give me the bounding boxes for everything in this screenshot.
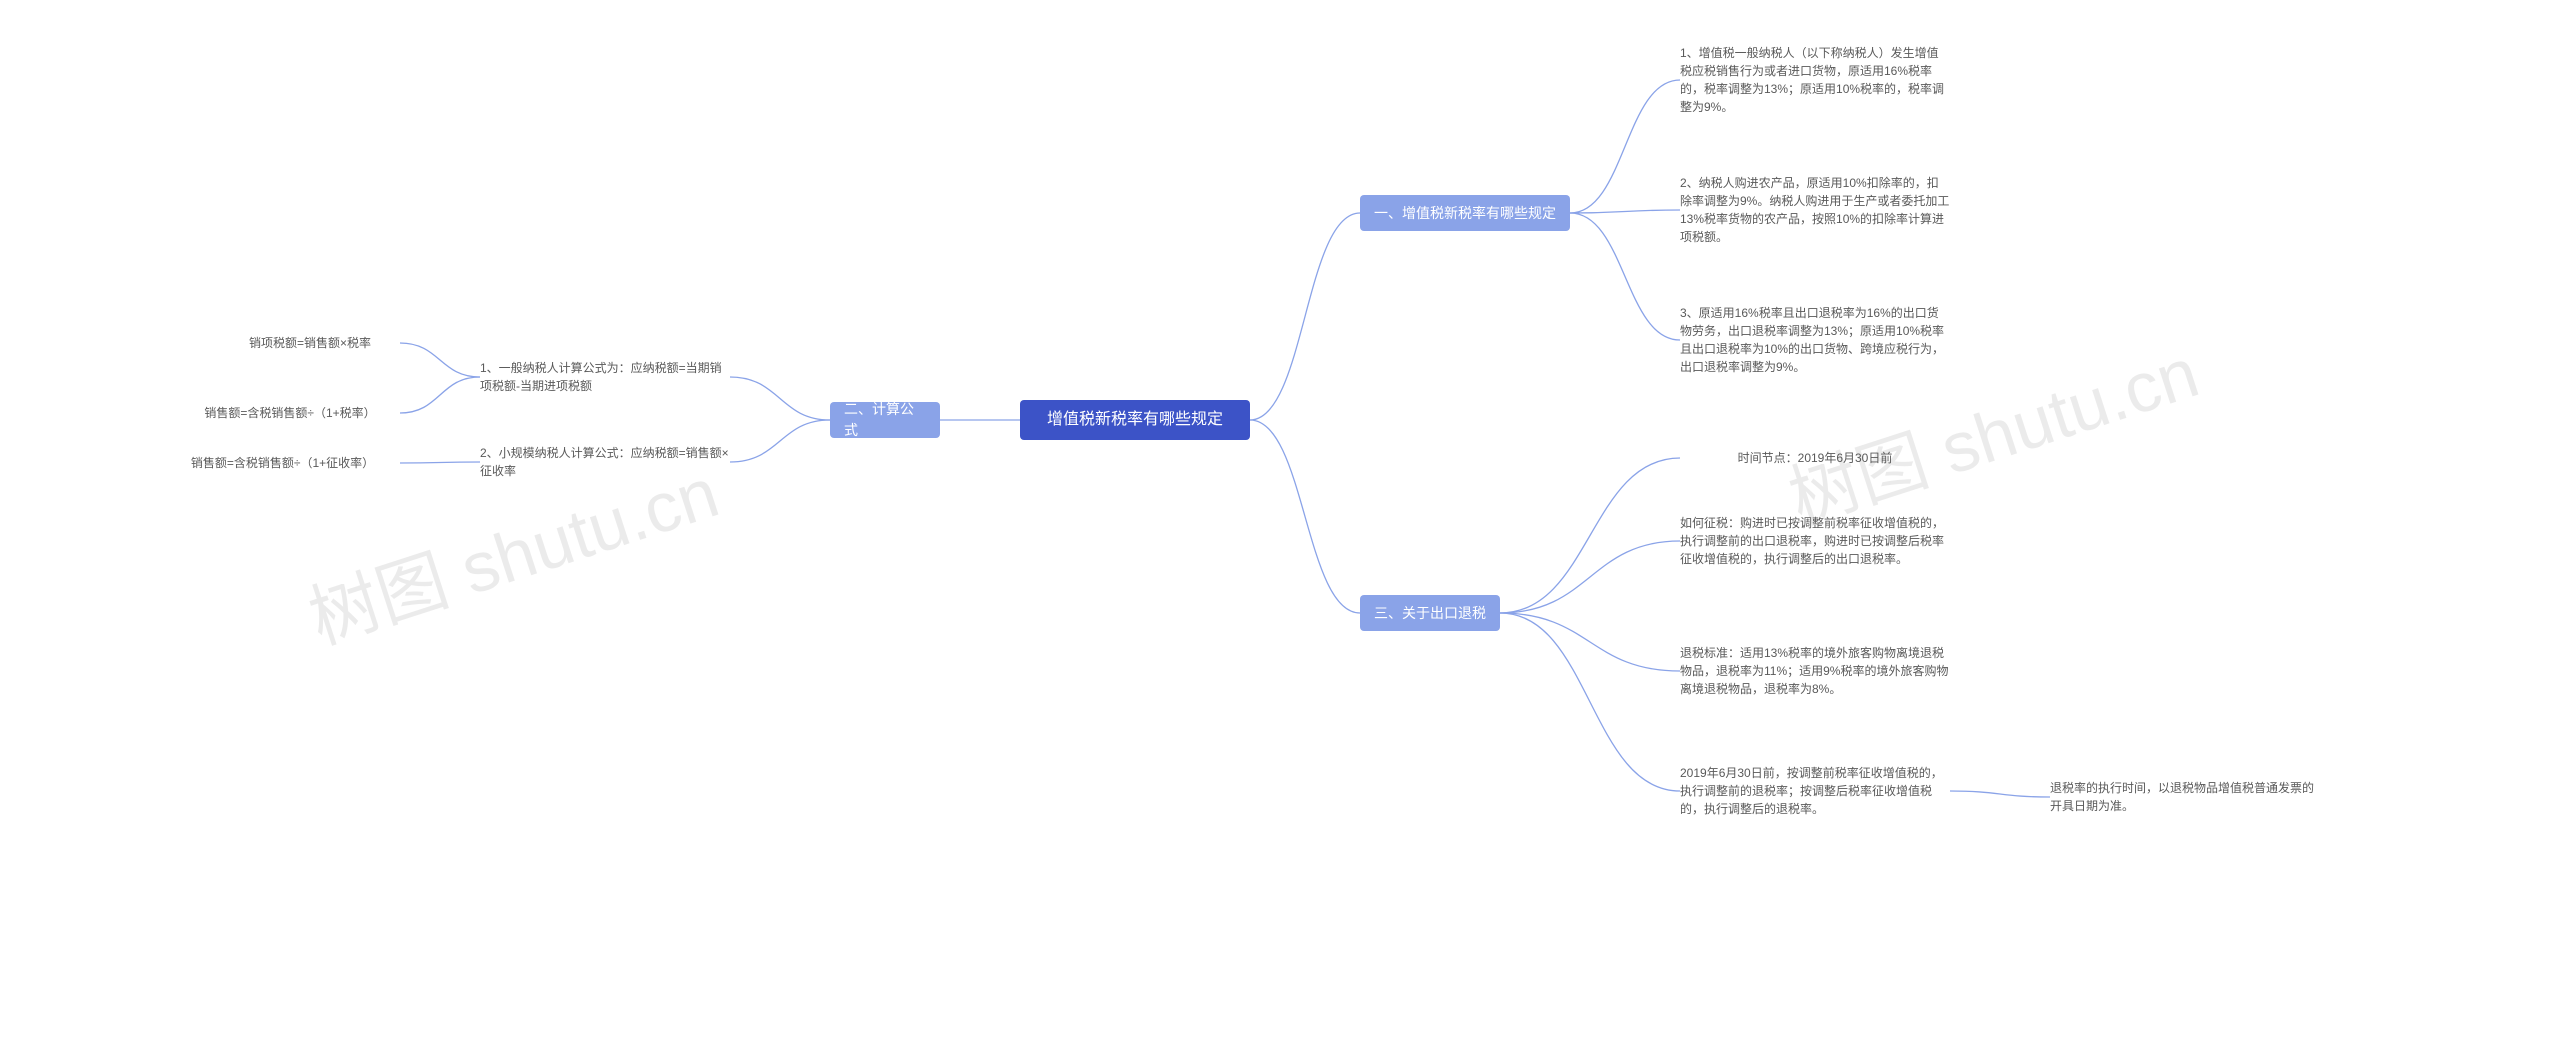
edge-b3-n34 bbox=[1500, 613, 1680, 791]
mindmap-node-n32: 如何征税：购进时已按调整前税率征收增值税的，执行调整前的出口退税率，购进时已按调… bbox=[1680, 510, 1950, 572]
mindmap-node-n33: 退税标准：适用13%税率的境外旅客购物离境退税物品，退税率为11%；适用9%税率… bbox=[1680, 640, 1950, 702]
mindmap-node-n21: 1、一般纳税人计算公式为：应纳税额=当期销项税额-当期进项税额 bbox=[480, 355, 730, 399]
edge-b3-n31 bbox=[1500, 458, 1680, 613]
mindmap-node-b1: 一、增值税新税率有哪些规定 bbox=[1360, 195, 1570, 231]
edge-root-b1 bbox=[1250, 213, 1360, 420]
mindmap-node-n212: 销售额=含税销售额÷（1+税率） bbox=[180, 400, 400, 426]
mindmap-node-n34: 2019年6月30日前，按调整前税率征收增值税的，执行调整前的退税率；按调整后税… bbox=[1680, 760, 1950, 822]
mindmap-node-n12: 2、纳税人购进农产品，原适用10%扣除率的，扣除率调整为9%。纳税人购进用于生产… bbox=[1680, 170, 1950, 250]
mindmap-node-n221: 销售额=含税销售额÷（1+征收率） bbox=[165, 450, 400, 476]
mindmap-node-n31: 时间节点：2019年6月30日前 bbox=[1680, 445, 1950, 471]
edge-b1-n12 bbox=[1570, 210, 1680, 213]
edge-b2-n22 bbox=[730, 420, 830, 462]
mindmap-node-n341: 退税率的执行时间，以退税物品增值税普通发票的开具日期为准。 bbox=[2050, 775, 2320, 819]
edge-n22-n221 bbox=[400, 462, 480, 463]
mindmap-node-b2: 二、计算公式 bbox=[830, 402, 940, 438]
edge-b1-n13 bbox=[1570, 213, 1680, 340]
edge-b3-n33 bbox=[1500, 613, 1680, 671]
mindmap-node-root: 增值税新税率有哪些规定 bbox=[1020, 400, 1250, 440]
edge-n21-n212 bbox=[400, 377, 480, 413]
edge-b2-n21 bbox=[730, 377, 830, 420]
edge-n34-n341 bbox=[1950, 791, 2050, 797]
edge-b1-n11 bbox=[1570, 80, 1680, 213]
mindmap-node-n211: 销项税额=销售额×税率 bbox=[220, 330, 400, 356]
mindmap-node-b3: 三、关于出口退税 bbox=[1360, 595, 1500, 631]
edge-root-b3 bbox=[1250, 420, 1360, 613]
edge-b3-n32 bbox=[1500, 541, 1680, 613]
mindmap-node-n11: 1、增值税一般纳税人（以下称纳税人）发生增值税应税销售行为或者进口货物，原适用1… bbox=[1680, 40, 1950, 120]
mindmap-node-n22: 2、小规模纳税人计算公式：应纳税额=销售额×征收率 bbox=[480, 440, 730, 484]
edge-n21-n211 bbox=[400, 343, 480, 377]
mindmap-node-n13: 3、原适用16%税率且出口退税率为16%的出口货物劳务，出口退税率调整为13%；… bbox=[1680, 300, 1950, 380]
